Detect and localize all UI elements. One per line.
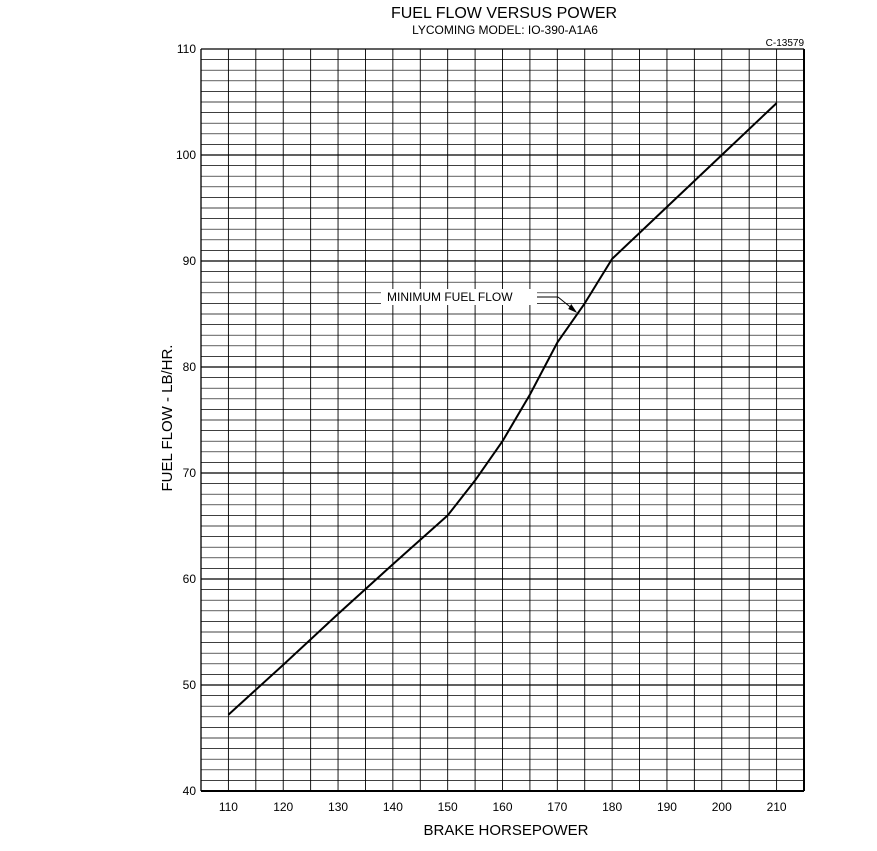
annotation-arrowhead xyxy=(568,304,578,313)
x-tick-label: 200 xyxy=(712,800,732,814)
y-tick-label: 70 xyxy=(183,466,197,480)
annotation-box xyxy=(381,289,537,305)
y-tick-label: 110 xyxy=(177,42,196,56)
x-tick-label: 140 xyxy=(383,800,403,814)
annotations: MINIMUM FUEL FLOW xyxy=(381,289,578,313)
y-tick-label: 60 xyxy=(183,572,197,586)
series xyxy=(227,102,778,716)
x-tick-label: 130 xyxy=(328,800,348,814)
y-tick-label: 50 xyxy=(183,678,197,692)
chart-title: FUEL FLOW VERSUS POWER xyxy=(391,5,617,22)
tick-labels: 110 120 130 140 150 160 170 180 190 200 210 40 50 60 7… xyxy=(176,42,787,814)
y-tick-label: 90 xyxy=(183,254,197,268)
x-tick-label: 190 xyxy=(657,800,677,814)
y-tick-label: 80 xyxy=(183,360,197,374)
annotation-label: MINIMUM FUEL FLOW xyxy=(387,290,513,304)
x-tick-label: 120 xyxy=(273,800,293,814)
x-tick-label: 160 xyxy=(492,800,512,814)
y-axis-label: FUEL FLOW - LB/HR. xyxy=(159,345,176,492)
x-tick-label: 170 xyxy=(547,800,567,814)
grid xyxy=(200,48,805,792)
x-tick-label: 210 xyxy=(767,800,787,814)
x-tick-label: 110 xyxy=(219,800,238,814)
x-tick-label: 180 xyxy=(602,800,622,814)
y-tick-label: 40 xyxy=(183,784,197,798)
x-tick-label: 150 xyxy=(438,800,458,814)
series-line xyxy=(227,102,778,716)
figure-code: C-13579 xyxy=(766,38,805,49)
chart-subtitle: LYCOMING MODEL: IO-390-A1A6 xyxy=(412,23,598,37)
x-axis-label: BRAKE HORSEPOWER xyxy=(423,822,588,839)
y-tick-label: 100 xyxy=(176,148,196,162)
